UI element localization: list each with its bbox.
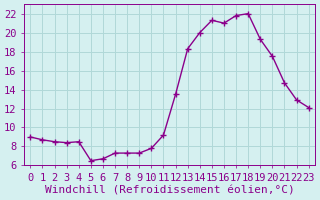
X-axis label: Windchill (Refroidissement éolien,°C): Windchill (Refroidissement éolien,°C) [45,186,294,196]
